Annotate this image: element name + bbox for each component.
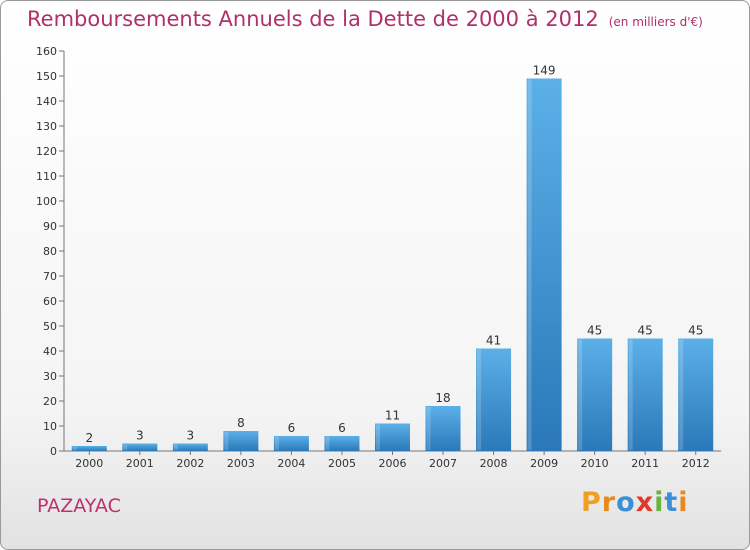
bar [476, 348, 512, 451]
y-tick-label: 80 [43, 245, 57, 258]
logo-letter: P [581, 487, 602, 518]
bar-highlight [325, 437, 330, 450]
bar-value-label: 41 [486, 334, 501, 348]
bar [122, 443, 158, 451]
bar [375, 423, 410, 451]
bar-value-label: 8 [237, 416, 245, 430]
bar-highlight [477, 349, 482, 450]
x-tick-label: 2004 [277, 457, 305, 470]
bar-highlight [527, 79, 532, 450]
bar [577, 338, 613, 451]
x-tick-label: 2001 [126, 457, 154, 470]
x-tick-label: 2007 [429, 457, 457, 470]
logo-letter: x [635, 487, 655, 518]
bar-highlight [72, 447, 77, 450]
bar [324, 436, 360, 451]
bar-value-label: 45 [638, 324, 653, 338]
bar [273, 436, 309, 451]
y-tick-label: 0 [50, 445, 57, 458]
proxiti-logo: Proxiti [581, 487, 689, 518]
bar [425, 406, 461, 451]
y-tick-label: 90 [43, 220, 57, 233]
x-tick-label: 2003 [227, 457, 255, 470]
bar [678, 338, 714, 451]
bar-value-label: 2 [85, 431, 93, 445]
bar [223, 431, 259, 451]
chart-title-main: Remboursements Annuels de la Dette de 20… [27, 7, 599, 31]
logo-letter: r [601, 487, 617, 518]
y-tick-label: 30 [43, 370, 57, 383]
y-tick-label: 70 [43, 270, 57, 283]
y-tick-label: 130 [36, 120, 57, 133]
bar-highlight [426, 407, 431, 450]
commune-name: PAZAYAC [37, 495, 121, 517]
bar-value-label: 6 [338, 421, 346, 435]
bar-highlight [274, 437, 279, 450]
bar-highlight [224, 432, 229, 450]
bar-value-label: 3 [187, 429, 195, 443]
logo-letter: t [664, 487, 679, 518]
bar-highlight [578, 339, 583, 450]
y-tick-label: 150 [36, 70, 57, 83]
bar-value-label: 149 [533, 64, 556, 78]
x-tick-label: 2006 [379, 457, 407, 470]
y-tick-label: 160 [36, 45, 57, 58]
y-tick-label: 140 [36, 95, 57, 108]
y-tick-label: 10 [43, 420, 57, 433]
y-tick-label: 120 [36, 145, 57, 158]
chart-unit-note: (en milliers d'€) [608, 15, 703, 29]
bar [172, 443, 208, 451]
bar [526, 78, 562, 451]
bar-highlight [173, 444, 178, 450]
x-tick-label: 2010 [581, 457, 609, 470]
bar [71, 446, 107, 451]
logo-letter: i [654, 487, 665, 518]
bar-value-label: 45 [587, 324, 602, 338]
y-tick-label: 60 [43, 295, 57, 308]
bar-highlight [123, 444, 128, 450]
bar-highlight [679, 339, 684, 450]
chart-title: Remboursements Annuels de la Dette de 20… [27, 7, 703, 31]
y-tick-label: 20 [43, 395, 57, 408]
x-tick-label: 2002 [176, 457, 204, 470]
bar-value-label: 6 [288, 421, 296, 435]
x-tick-label: 2000 [75, 457, 103, 470]
y-tick-label: 110 [36, 170, 57, 183]
bar-highlight [376, 424, 380, 450]
bar-highlight [628, 339, 633, 450]
x-tick-label: 2008 [480, 457, 508, 470]
bar-value-label: 45 [688, 324, 703, 338]
x-tick-label: 2009 [530, 457, 558, 470]
bar-value-label: 18 [435, 391, 450, 405]
y-tick-label: 100 [36, 195, 57, 208]
x-tick-label: 2011 [631, 457, 659, 470]
bar-value-label: 3 [136, 429, 144, 443]
x-tick-label: 2005 [328, 457, 356, 470]
logo-letter: o [616, 487, 636, 518]
y-tick-label: 50 [43, 320, 57, 333]
bar [627, 338, 663, 451]
bar-value-label: 11 [385, 409, 400, 423]
y-tick-label: 40 [43, 345, 57, 358]
logo-letter: i [678, 487, 689, 518]
x-tick-label: 2012 [682, 457, 710, 470]
